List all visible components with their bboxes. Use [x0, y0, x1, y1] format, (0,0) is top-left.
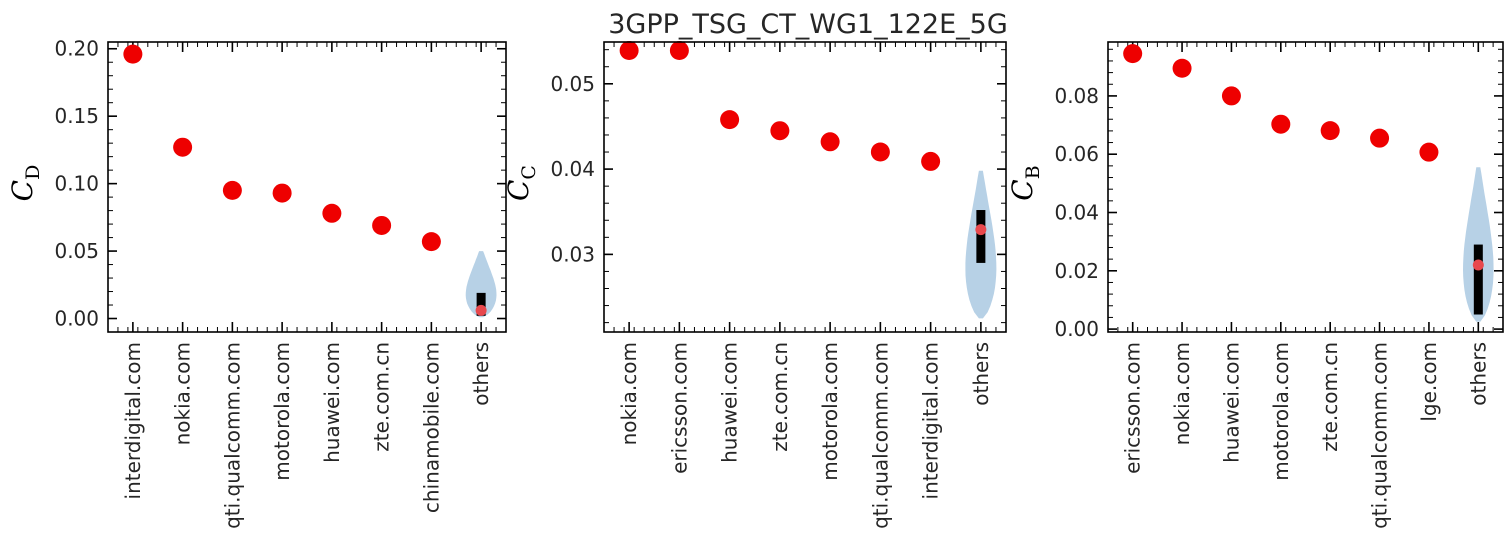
data-point [1123, 44, 1143, 64]
y-axis-label: CD [6, 165, 44, 202]
x-tick-label: zte.com.cn [1318, 342, 1342, 452]
x-tick-label: others [969, 342, 993, 406]
y-tick-label: 0.06 [1054, 142, 1099, 166]
data-point [1370, 128, 1390, 148]
data-point [322, 203, 342, 223]
x-tick-label: zte.com.cn [768, 342, 792, 452]
x-tick-label: motorola.com [818, 342, 842, 481]
axes-frame [1107, 41, 1504, 333]
data-point [222, 180, 242, 200]
data-point [870, 142, 890, 162]
data-point [619, 41, 639, 61]
subplot-1: 0.00 0.05 0.10 0.15 0.20 interdigital.com noki… [6, 37, 507, 529]
y-tick-label: 0.10 [54, 172, 99, 196]
x-tick-label: motorola.com [1269, 342, 1293, 481]
figure-title: 3GPP_TSG_CT_WG1_122E_5G [608, 9, 1008, 40]
x-tick-label: nokia.com [171, 342, 195, 445]
others-median-point [975, 224, 987, 236]
data-point [1320, 121, 1340, 141]
data-point [1221, 86, 1241, 106]
x-tick-label: qti.qualcomm.com [1368, 342, 1392, 529]
others-iqr-box [476, 292, 486, 316]
data-point [123, 44, 143, 64]
data-point [421, 232, 441, 252]
y-axis-label: CB [1006, 165, 1044, 200]
y-tick-label: 0.04 [1054, 201, 1099, 225]
y-tick-label: 0.00 [54, 307, 99, 331]
x-tick-label: qti.qualcomm.com [220, 342, 244, 529]
data-point [669, 41, 689, 61]
y-tick-label: 0.02 [1054, 259, 1099, 283]
y-tick-label: 0.20 [54, 37, 99, 61]
others-violin [465, 251, 497, 318]
data-point [1172, 58, 1192, 78]
subplot-3: 0.00 0.02 0.04 0.06 0.08 ericsson.com nokia.co… [1006, 41, 1504, 529]
y-tick-label: 0.00 [1054, 317, 1099, 341]
x-tick-label: interdigital.com [121, 342, 145, 499]
x-tick-label: huawei.com [320, 342, 344, 463]
axes-frame [603, 41, 1007, 333]
data-point [1271, 114, 1291, 134]
subplot-2: 0.03 0.04 0.05 nokia.com ericsson.com huawei.… [502, 41, 1007, 529]
y-tick-label: 0.08 [1054, 84, 1099, 108]
y-tick-label: 0.05 [54, 239, 99, 263]
others-iqr-box [1473, 244, 1483, 315]
data-point [770, 121, 790, 141]
others-median-point [475, 304, 487, 316]
y-tick-label: 0.04 [550, 157, 595, 181]
y-axis-label: CC [502, 165, 540, 201]
data-point [372, 215, 392, 235]
data-point [173, 137, 193, 157]
x-tick-label: nokia.com [1170, 342, 1194, 445]
data-point [1419, 142, 1439, 162]
x-tick-label: lge.com [1417, 342, 1441, 422]
data-point [820, 132, 840, 152]
y-tick-label: 0.03 [550, 242, 595, 266]
others-violin [1463, 167, 1494, 322]
y-tick-label: 0.05 [550, 72, 595, 96]
x-tick-label: huawei.com [1219, 342, 1243, 463]
subplots: 0.00 0.05 0.10 0.15 0.20 interdigital.com noki… [6, 37, 1504, 529]
x-tick-label: huawei.com [718, 342, 742, 463]
axes-frame [107, 41, 507, 333]
x-tick-label: zte.com.cn [370, 342, 394, 452]
x-tick-label: others [469, 342, 493, 406]
others-median-point [1472, 259, 1484, 271]
data-point [272, 183, 292, 203]
x-tick-label: nokia.com [617, 342, 641, 445]
data-point [720, 110, 740, 130]
x-tick-label: ericsson.com [667, 342, 691, 474]
y-tick-label: 0.15 [54, 104, 99, 128]
x-tick-label: ericsson.com [1121, 342, 1145, 474]
x-tick-label: motorola.com [270, 342, 294, 481]
data-point [921, 151, 941, 171]
x-tick-label: chinamobile.com [419, 342, 443, 513]
others-iqr-box [976, 210, 986, 263]
x-tick-label: interdigital.com [919, 342, 943, 499]
x-tick-label: others [1466, 342, 1490, 406]
x-tick-label: qti.qualcomm.com [868, 342, 892, 529]
